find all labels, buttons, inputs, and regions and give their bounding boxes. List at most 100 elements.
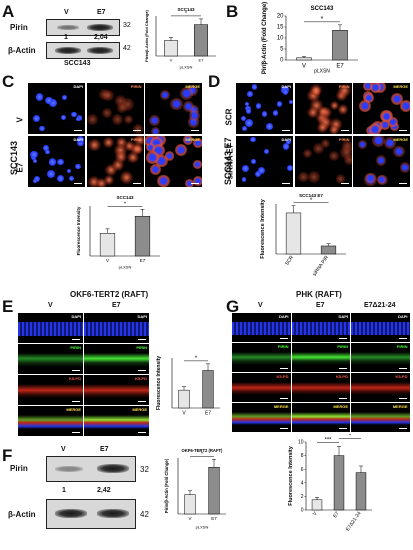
x-tick-label: E7	[336, 64, 344, 70]
panel-a-row-pirin: Pirin	[10, 23, 28, 32]
panel-f-label: F	[2, 446, 13, 465]
x-axis-label: pLXSN	[196, 525, 209, 530]
bar-e7	[208, 467, 220, 515]
x-tick-label: SCR	[284, 254, 295, 266]
y-axis-label: Pirin/β-Actin (Fold Change)	[144, 9, 149, 61]
significance-label: *	[195, 356, 198, 362]
panel-f-chart: OKF6-TERT2 (RAFT) Pirin/β-Actin (Fold Cha…	[164, 448, 226, 530]
x-tick-label: V	[188, 516, 191, 521]
y-axis-label: Fluorescence Intensity	[76, 206, 81, 255]
x-axis-label: pLXSN	[180, 65, 193, 70]
panel-a-blot-actin	[46, 42, 120, 59]
tissue-merge: MERGE	[18, 406, 83, 436]
tissue-dapi: DAPI	[18, 313, 83, 343]
panel-a-kda-32: 32	[123, 22, 131, 29]
panel-e-micrographs: DAPI PIRIN K5-PD MERGE DAPI PIRIN K5-PD MERGE	[18, 313, 149, 437]
tissue-k5-pd: K5-PD	[351, 373, 410, 402]
bar-v	[99, 233, 116, 257]
x-tick-label: E7	[332, 511, 341, 520]
tissue-pirin: PIRIN	[351, 343, 410, 372]
bar-e7	[134, 215, 151, 257]
x-tick-label: V	[182, 411, 186, 417]
micrograph-dapi: DAPI	[28, 136, 85, 187]
tissue-dapi: DAPI	[351, 313, 410, 342]
panel-g-micrographs: DAPI PIRIN K5-PD MERGE DAPI PIRIN K5-PD MERGE DA…	[232, 313, 410, 433]
y-tick-label: 5	[280, 47, 284, 53]
micrograph-pirin: PIRIN	[294, 136, 352, 187]
tissue-merge: MERGE	[291, 403, 350, 432]
x-tick-label: V	[312, 510, 319, 517]
chart-title: OKF6-TERT2 (RAFT)	[182, 448, 224, 453]
bar-scr	[285, 212, 302, 255]
panel-f-blot-pirin	[46, 456, 136, 482]
panel-a-blot-pirin	[46, 19, 120, 36]
panel-a-kda-42: 42	[123, 45, 131, 52]
tissue-k5-pd: K5-PD	[291, 373, 350, 402]
tissue-k5-pd: K5-PD	[84, 375, 149, 405]
x-tick-label: V	[106, 258, 109, 263]
panel-d-chart: SCC143 E7 Fluorescence Intensity SCR siRNA …	[260, 193, 346, 276]
bar-v	[296, 57, 312, 61]
bar-e7	[333, 455, 345, 511]
panel-e-col-v: V	[48, 302, 53, 309]
panel-c-row-v: V	[15, 117, 25, 123]
panel-g-col-e7: E7	[316, 302, 325, 309]
panel-e-col-e7: E7	[112, 302, 121, 309]
chart-title: SCC143	[311, 6, 334, 12]
panel-g-chart: 0 2 4 6 8 10 Fluorescence Intensity V E7 E7Δ21-24…	[288, 434, 372, 533]
panel-f-quant-e7: 2,42	[97, 487, 111, 494]
micrograph-merge: MERGE	[145, 83, 202, 134]
panel-g-label: G	[226, 297, 240, 316]
y-axis-label: Fluorescence Intensity	[260, 198, 266, 259]
panel-c-micrographs: DAPI PIRIN MERGE DAPI PIRIN MERGE	[28, 83, 202, 188]
y-tick-label: 15	[277, 25, 284, 31]
panel-a-label: A	[2, 2, 15, 21]
panel-b-chart: SCC143 0 5 10 15 20 Pir/β-Actin (Fold Change) V…	[262, 2, 358, 75]
panel-d-row-scr: SCR	[224, 108, 234, 126]
panel-f-kda-32: 32	[140, 465, 149, 474]
y-tick-label: 8	[301, 453, 304, 459]
tissue-dapi: DAPI	[84, 313, 149, 343]
y-axis-label: Fluorescence Intensity	[156, 356, 162, 410]
bar-v	[178, 389, 190, 409]
y-tick-label: 0	[301, 508, 304, 514]
tissue-dapi: DAPI	[291, 313, 350, 342]
tissue-pirin: PIRIN	[18, 344, 83, 374]
tissue-k5-pd: K5-PD	[232, 373, 291, 402]
panel-g-col-e7d: E7Δ21-24	[364, 302, 396, 309]
tissue-merge: MERGE	[351, 403, 410, 432]
y-tick-label: 20	[277, 14, 284, 20]
y-axis-label: Pirin/β-Actin (Fold Change)	[164, 458, 169, 513]
panel-a-lane-v: V	[64, 9, 69, 16]
panel-g-title: PHK (RAFT)	[296, 290, 342, 299]
x-tick-label: V	[302, 64, 306, 70]
panel-a-lane-e7: E7	[97, 9, 106, 16]
bar-e7	[202, 370, 214, 409]
micrograph-merge: MERGE	[353, 83, 410, 134]
x-axis-label: pLXSN	[314, 69, 330, 75]
panel-c-chart: SCC143 Fluorescence Intensity V E7 * pLXSN	[76, 195, 160, 270]
x-tick-label: E7Δ21-24	[345, 511, 363, 533]
panel-e-label: E	[2, 297, 14, 316]
bar-v	[184, 494, 196, 515]
panel-g-col-v: V	[258, 302, 263, 309]
y-axis-label: Fluorescence Intensity	[288, 445, 294, 506]
tissue-merge: MERGE	[84, 406, 149, 436]
panel-a-cell-line: SCC143	[64, 60, 91, 67]
chart-title: SCC143 E7	[299, 193, 323, 198]
bar-e7	[332, 30, 348, 61]
tissue-pirin: PIRIN	[84, 344, 149, 374]
panel-d-micrographs: DAPI PIRIN MERGE DAPI PIRIN MERGE	[236, 83, 410, 188]
x-tick-label: siRNA PIR	[312, 254, 331, 276]
x-tick-label: V	[170, 58, 173, 63]
panel-f-row-actin: β-Actin	[8, 510, 36, 519]
bar-v	[164, 40, 178, 57]
panel-c-row-e7: E7	[15, 162, 25, 173]
y-tick-label: 0	[280, 58, 284, 64]
y-axis-label: Pir/β-Actin (Fold Change)	[262, 2, 268, 74]
tissue-dapi: DAPI	[232, 313, 291, 342]
y-tick-label: 4	[301, 480, 304, 486]
chart-title: SCC143	[177, 7, 195, 12]
micrograph-merge: MERGE	[353, 136, 410, 187]
x-tick-label: E7	[205, 411, 211, 417]
